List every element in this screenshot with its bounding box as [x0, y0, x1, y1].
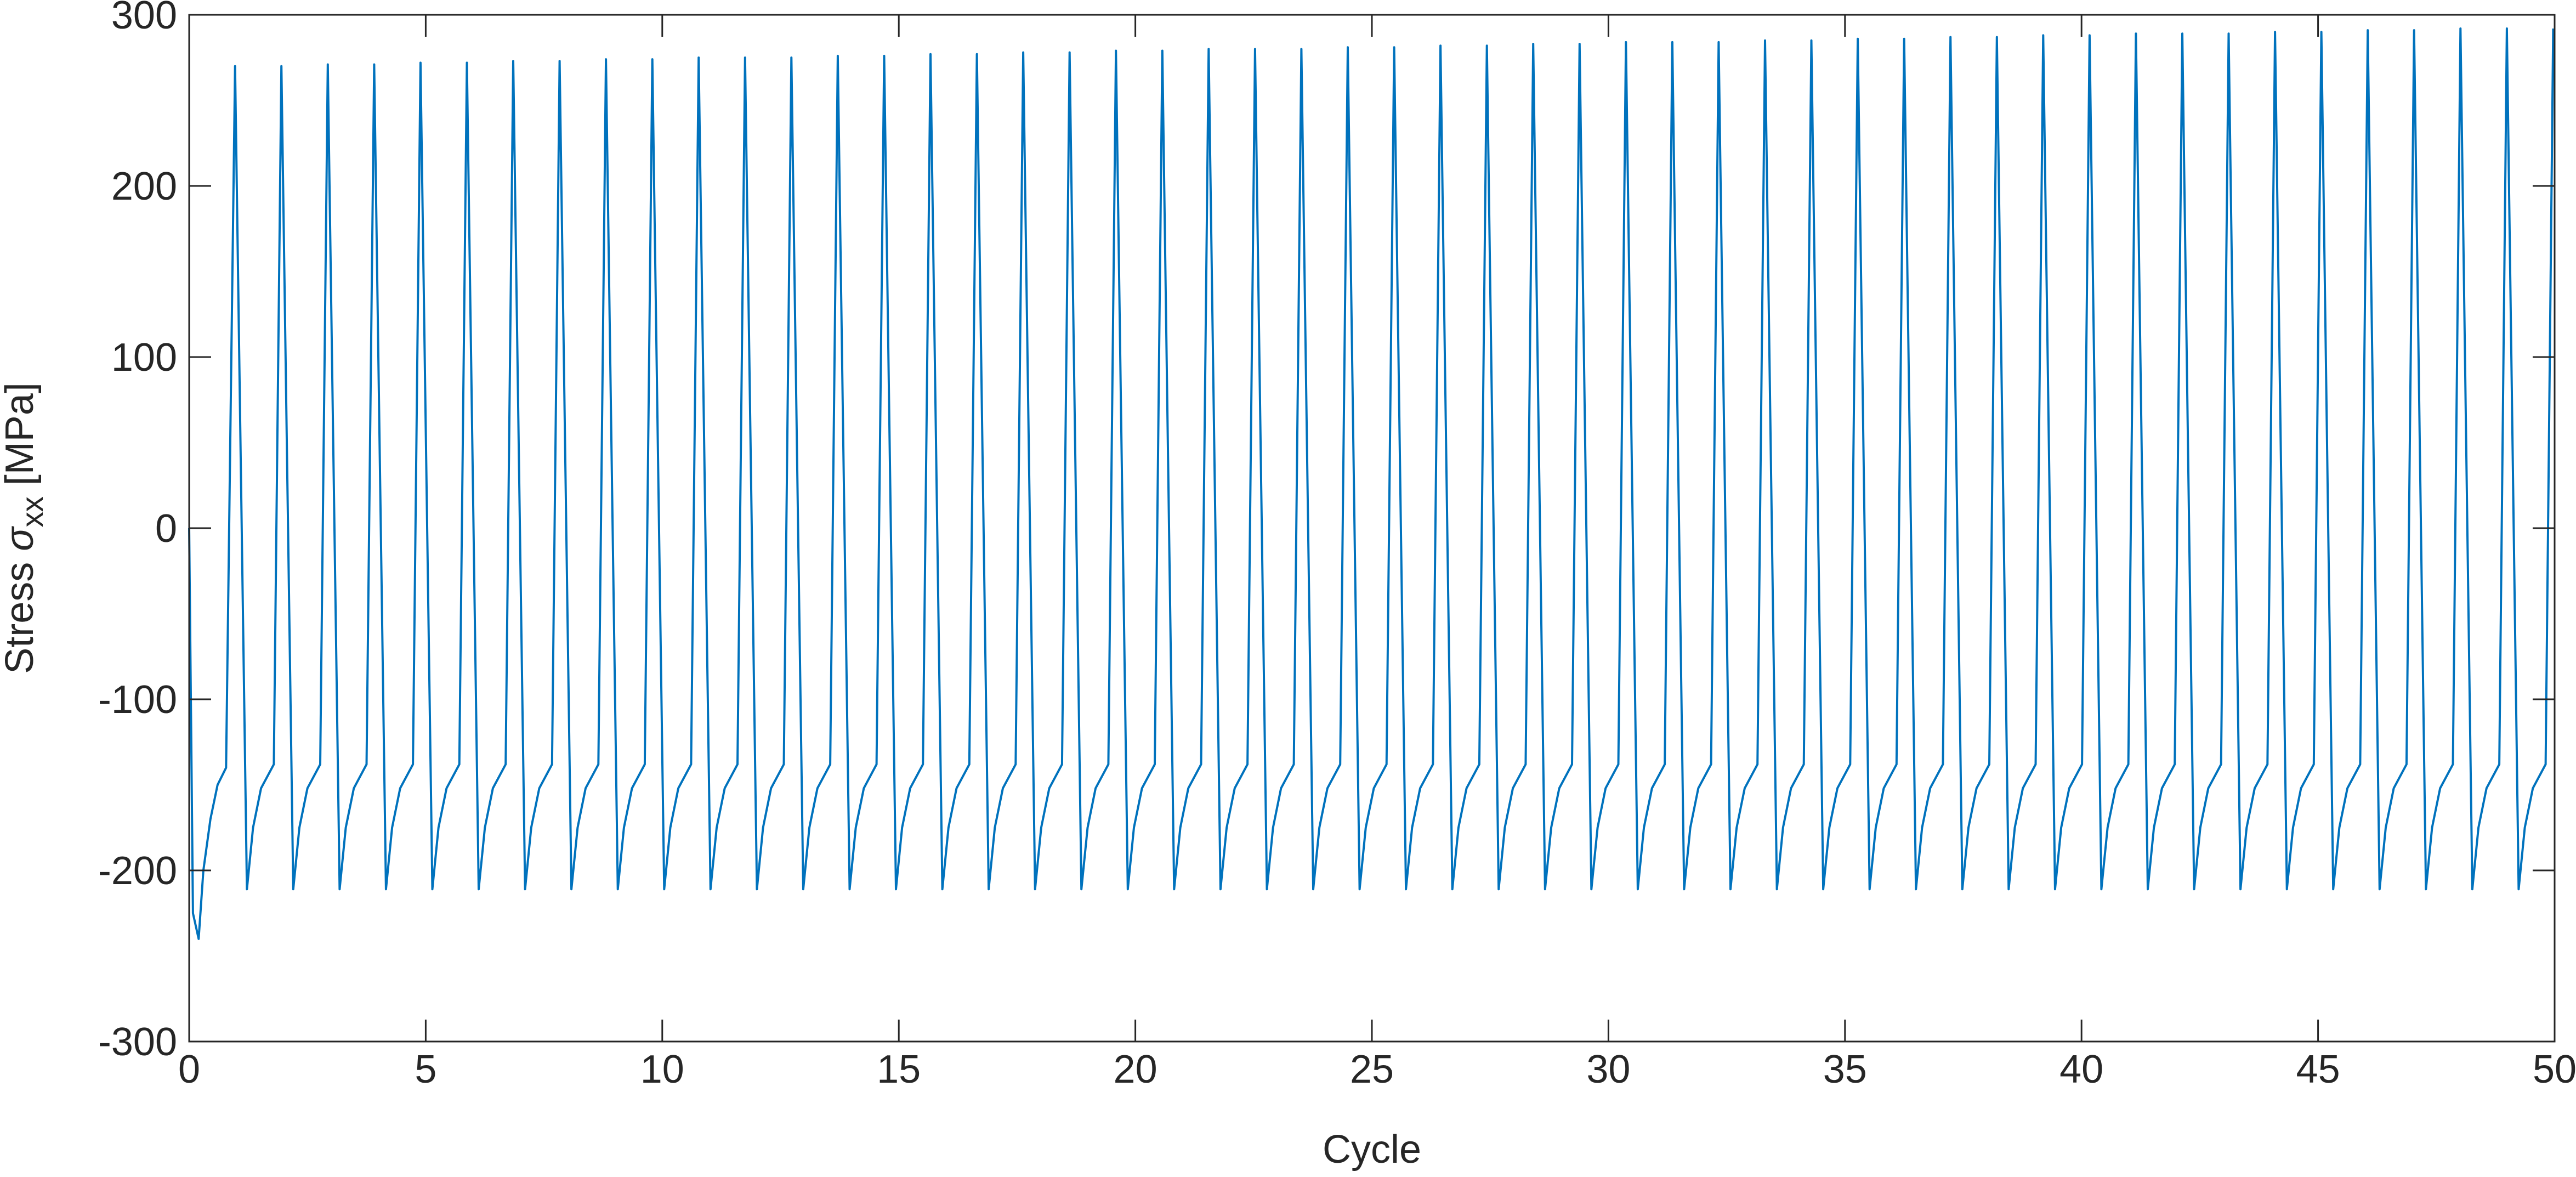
- x-axis-label: Cycle: [1323, 1128, 1421, 1172]
- y-tick-label: 100: [111, 336, 177, 380]
- x-tick-label: 45: [2296, 1048, 2340, 1091]
- y-axis-label: Stress σxx [MPa]: [0, 382, 49, 674]
- y-tick-label: 0: [155, 507, 177, 551]
- data-line: [188, 27, 2555, 940]
- x-tick-label: 10: [640, 1048, 684, 1091]
- y-label-symbol: σ: [0, 526, 42, 551]
- y-tick-label: 300: [111, 0, 177, 37]
- x-tick-label: 35: [1823, 1048, 1867, 1091]
- y-tick-label: -200: [98, 849, 177, 893]
- x-tick-label: 5: [415, 1048, 436, 1091]
- y-tick-label: -100: [98, 678, 177, 722]
- x-tick-label: 0: [178, 1048, 200, 1091]
- x-tick-label: 40: [2059, 1048, 2103, 1091]
- y-tick-label: 200: [111, 165, 177, 208]
- x-tick-label: 15: [877, 1048, 921, 1091]
- y-label-subscript: xx: [15, 496, 49, 527]
- y-tick-label: -300: [98, 1020, 177, 1064]
- x-tick-label: 50: [2533, 1048, 2576, 1091]
- x-tick-label: 30: [1586, 1048, 1630, 1091]
- axes-box: [188, 14, 2556, 1043]
- y-label-unit: [MPa]: [0, 382, 42, 496]
- x-tick-label: 25: [1350, 1048, 1394, 1091]
- x-tick-label: 20: [1114, 1048, 1158, 1091]
- y-label-text: Stress: [0, 562, 42, 674]
